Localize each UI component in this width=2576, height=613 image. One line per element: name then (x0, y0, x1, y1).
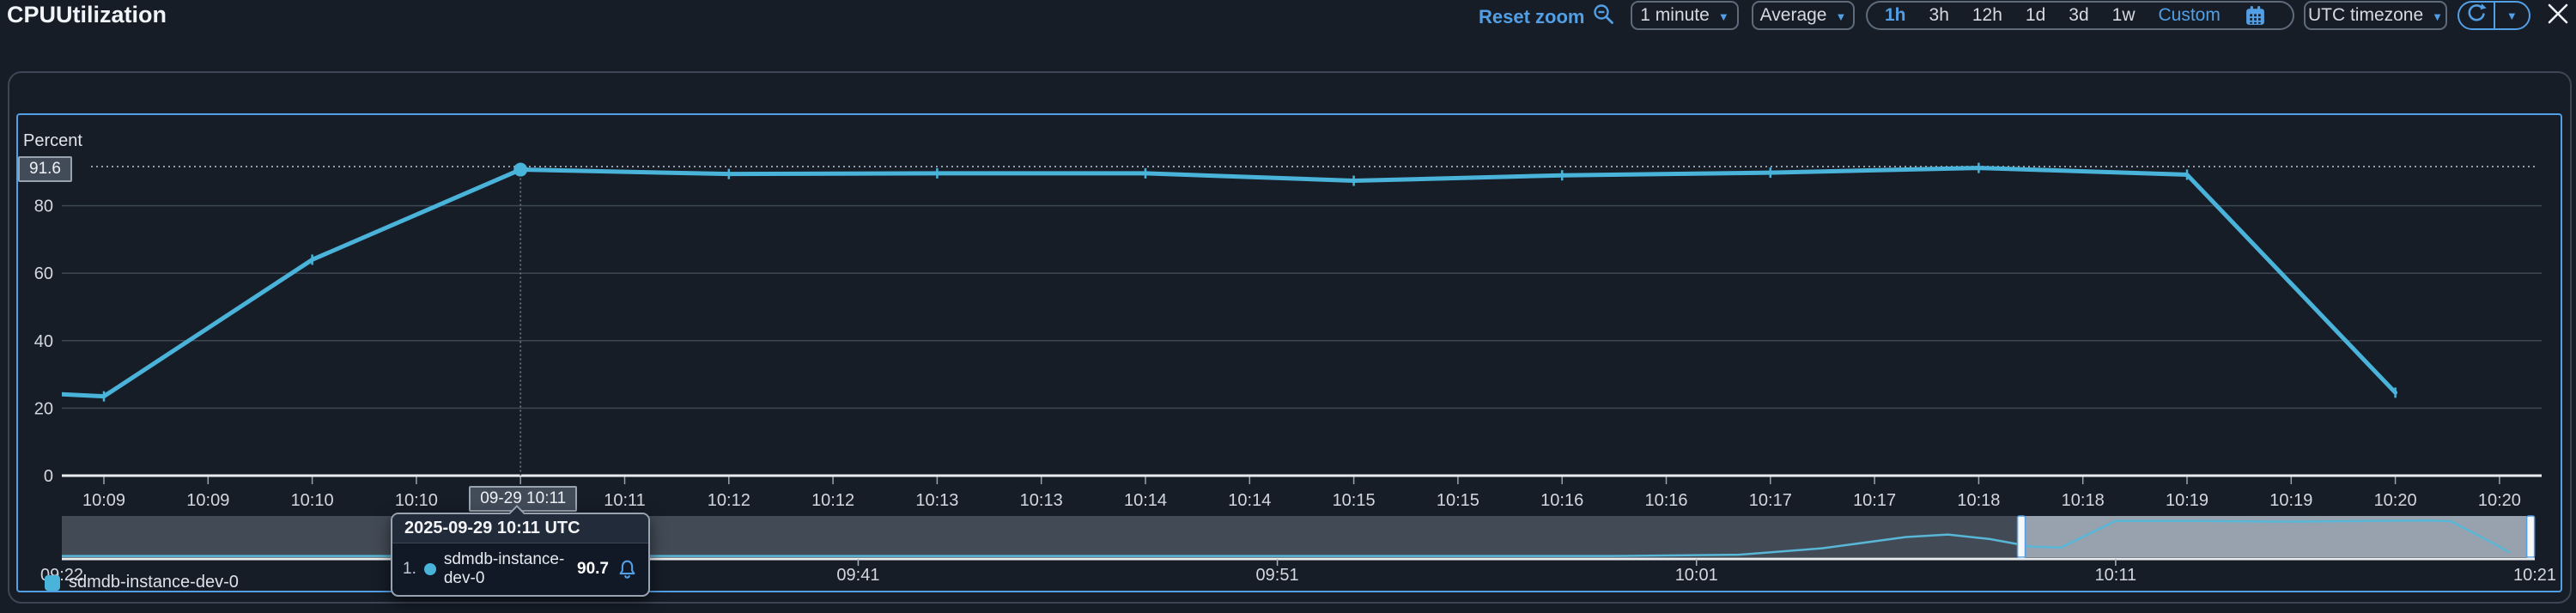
x-tick-label: 10:13 (1020, 491, 1063, 510)
refresh-icon (2465, 3, 2488, 28)
range-button-3h[interactable]: 3h (1929, 5, 1949, 25)
x-tick-label: 10:17 (1853, 491, 1896, 510)
x-tick-label: 10:12 (811, 491, 854, 510)
create-alarm-bell-icon[interactable] (617, 559, 638, 580)
y-tick-label: 80 (34, 197, 53, 216)
range-button-1d[interactable]: 1d (2025, 5, 2046, 25)
brush-tick-label: 10:21 (2513, 566, 2556, 585)
x-tick-label: 10:20 (2478, 491, 2521, 510)
x-tick-label: 10:16 (1644, 491, 1687, 510)
chevron-down-icon: ▼ (1717, 9, 1729, 23)
range-button-12h[interactable]: 12h (1971, 5, 2002, 25)
x-tick-label: 10:17 (1749, 491, 1792, 510)
zoom-out-icon (1592, 3, 1616, 32)
y-tick-label: 20 (34, 399, 53, 418)
timezone-dropdown-value: UTC timezone (2307, 5, 2424, 25)
refresh-options-button[interactable]: ▼ (2495, 3, 2530, 28)
y-tick-label: 0 (44, 467, 53, 486)
chart-widget-focus-ring (16, 113, 2562, 592)
x-tick-label: 10:10 (291, 491, 334, 510)
reset-zoom-button[interactable]: Reset zoom (1479, 3, 1616, 32)
range-button-3d[interactable]: 3d (2069, 5, 2089, 25)
legend-label: sdmdb-instance-dev-0 (69, 573, 239, 592)
brush-tick-label: 09:51 (1256, 566, 1299, 585)
refresh-split-button: ▼ (2458, 1, 2530, 30)
range-button-1h[interactable]: 1h (1885, 5, 1906, 25)
x-tick-label: 10:18 (2062, 491, 2105, 510)
page-title: CPUUtilization (7, 2, 167, 27)
chart-tooltip: 2025-09-29 10:11 UTC 1. sdmdb-instance-d… (391, 505, 650, 597)
series-line-sdmdb-instance-dev-0 (62, 166, 2398, 399)
chevron-down-icon: ▼ (2432, 9, 2444, 23)
tooltip-series-value: 90.7 (577, 560, 609, 578)
close-icon (2546, 2, 2570, 30)
refresh-divider (2493, 3, 2495, 28)
statistic-dropdown-value: Average (1759, 5, 1827, 25)
brush-selection[interactable] (2021, 516, 2531, 557)
hover-value-badge: 91.6 (18, 156, 72, 182)
brush-tick-label: 10:01 (1675, 566, 1718, 585)
reset-zoom-label: Reset zoom (1479, 6, 1585, 27)
x-tick-label: 10:15 (1333, 491, 1376, 510)
x-tick-label: 10:13 (915, 491, 958, 510)
x-tick-label: 10:09 (82, 491, 125, 510)
legend-item-sdmdb-instance-dev-0[interactable]: sdmdb-instance-dev-0 (45, 573, 239, 592)
x-tick-label: 10:19 (2269, 491, 2312, 510)
y-axis-unit-label: Percent (23, 131, 82, 150)
x-tick-label: 10:12 (708, 491, 750, 510)
close-button[interactable] (2544, 2, 2572, 29)
brush-handle-right[interactable] (2525, 515, 2536, 558)
x-tick-label: 10:20 (2374, 491, 2417, 510)
tooltip-series-name: sdmdb-instance-dev-0 (443, 550, 565, 587)
refresh-button[interactable] (2459, 3, 2494, 28)
statistic-dropdown[interactable]: Average ▼ (1752, 1, 1855, 30)
timezone-dropdown[interactable]: UTC timezone ▼ (2304, 1, 2447, 30)
x-tick-label: 10:14 (1228, 491, 1271, 510)
brush-handle-left[interactable] (2016, 515, 2026, 558)
brush-tick-label: 10:11 (2095, 566, 2137, 585)
chevron-down-icon: ▼ (1835, 9, 1847, 23)
calendar-icon[interactable] (2244, 4, 2267, 27)
brush-series-line (62, 519, 2511, 557)
tooltip-title: 2025-09-29 10:11 UTC (392, 514, 648, 543)
chevron-down-icon: ▼ (2506, 9, 2518, 22)
hovered-data-point (513, 162, 528, 177)
y-tick-label: 60 (34, 264, 53, 283)
x-tick-label: 10:19 (2166, 491, 2208, 510)
tooltip-series-rank: 1. (403, 560, 416, 578)
period-dropdown-value: 1 minute (1640, 5, 1710, 25)
x-tick-label: 10:16 (1540, 491, 1583, 510)
chart-panel (8, 71, 2572, 604)
time-range-segmented-control: 1h 3h 12h 1d 3d 1w Custom (1866, 1, 2294, 30)
x-tick-label: 10:18 (1957, 491, 2000, 510)
period-dropdown[interactable]: 1 minute ▼ (1631, 1, 1739, 30)
x-tick-label: 10:11 (604, 491, 646, 510)
range-button-1w[interactable]: 1w (2111, 5, 2136, 25)
hover-time-badge: 09-29 10:11 (469, 486, 578, 512)
x-tick-label: 10:14 (1124, 491, 1167, 510)
custom-range-button[interactable]: Custom (2158, 5, 2221, 25)
brush-tick-label: 09:41 (836, 566, 879, 585)
y-tick-label: 40 (34, 332, 53, 351)
tooltip-series-row: 1. sdmdb-instance-dev-0 90.7 (392, 543, 648, 595)
series-color-dot (423, 563, 436, 575)
x-tick-label: 10:09 (186, 491, 229, 510)
x-tick-label: 10:15 (1437, 491, 1479, 510)
x-tick-label: 10:10 (395, 491, 438, 510)
legend-swatch (45, 574, 60, 591)
